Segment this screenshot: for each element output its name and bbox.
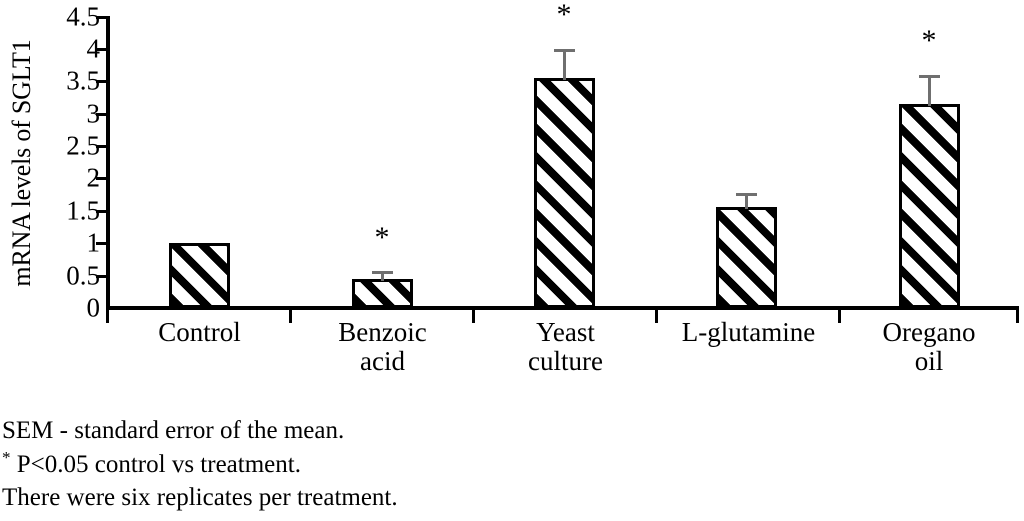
bar-benzoic-acid[interactable] — [352, 279, 413, 308]
x-category-label-l-glutamine: L-glutamine — [681, 317, 816, 347]
error-bar-oregano-oil — [928, 75, 931, 106]
y-tick-mark — [96, 16, 108, 19]
x-axis-line — [106, 306, 1019, 310]
error-bar-benzoic-acid — [381, 271, 384, 281]
y-tick-label: 0 — [86, 292, 101, 323]
y-tick-label: 2.5 — [66, 130, 100, 161]
x-tick-mark — [838, 310, 841, 323]
x-tick-mark — [289, 310, 292, 323]
bar-control[interactable] — [169, 243, 230, 308]
caption-line-pvalue: * P<0.05 control vs treatment. — [2, 447, 1012, 481]
error-bar-cap-oregano-oil — [919, 75, 940, 78]
y-tick-mark — [96, 80, 108, 83]
y-tick-label: 4 — [86, 33, 101, 64]
y-tick-mark — [96, 275, 108, 278]
significance-star-benzoic-acid: * — [374, 221, 390, 254]
y-tick-mark — [96, 145, 108, 148]
bar-l-glutamine[interactable] — [716, 207, 777, 308]
x-tick-mark — [106, 310, 109, 323]
significance-star-oregano-oil: * — [921, 24, 937, 57]
y-tick-label: 2 — [86, 162, 101, 193]
significance-star-yeast-culture: * — [556, 0, 572, 31]
bar-chart-figure: mRNA levels of SGLT1 4.5 4 3.5 3 2.5 2 1… — [7, 0, 1019, 400]
y-tick-label: 3.5 — [66, 65, 100, 96]
y-tick-label: 4.5 — [66, 1, 100, 32]
x-category-label-yeast-culture: Yeast culture — [528, 317, 603, 376]
y-tick-mark — [96, 177, 108, 180]
bar-oregano-oil[interactable] — [899, 104, 960, 308]
error-bar-l-glutamine — [745, 193, 748, 209]
figure-caption: SEM - standard error of the mean. * P<0.… — [2, 414, 1012, 514]
error-bar-cap-l-glutamine — [736, 193, 757, 196]
x-tick-mark — [655, 310, 658, 323]
y-axis-tick-labels: 4.5 4 3.5 3 2.5 2 1.5 1 0.5 0 — [36, 0, 100, 400]
y-tick-label: 1.5 — [66, 195, 100, 226]
caption-pvalue-text: P<0.05 control vs treatment. — [10, 451, 301, 478]
x-category-label-benzoic-acid: Benzoic acid — [338, 317, 427, 376]
y-tick-mark — [96, 242, 108, 245]
caption-line-replicates: There were six replicates per treatment. — [2, 484, 398, 511]
plot-area: * * * — [169, 0, 960, 308]
y-tick-label: 1 — [86, 227, 101, 258]
y-tick-mark — [96, 210, 108, 213]
y-tick-mark — [96, 48, 108, 51]
error-bar-cap-yeast-culture — [554, 49, 575, 52]
error-bar-yeast-culture — [563, 49, 566, 80]
x-tick-mark — [1016, 310, 1019, 323]
y-tick-label: 3 — [86, 98, 101, 129]
caption-line-sem: SEM - standard error of the mean. — [2, 417, 345, 444]
bar-yeast-culture[interactable] — [534, 78, 595, 308]
x-category-label-control: Control — [158, 317, 241, 347]
y-tick-mark — [96, 113, 108, 116]
caption-star-marker: * — [2, 448, 11, 467]
y-tick-label: 0.5 — [66, 260, 100, 291]
x-tick-mark — [472, 310, 475, 323]
x-category-label-oregano-oil: Oregano oil — [882, 317, 976, 376]
y-axis-line — [106, 16, 110, 310]
error-bar-cap-benzoic-acid — [372, 271, 393, 274]
